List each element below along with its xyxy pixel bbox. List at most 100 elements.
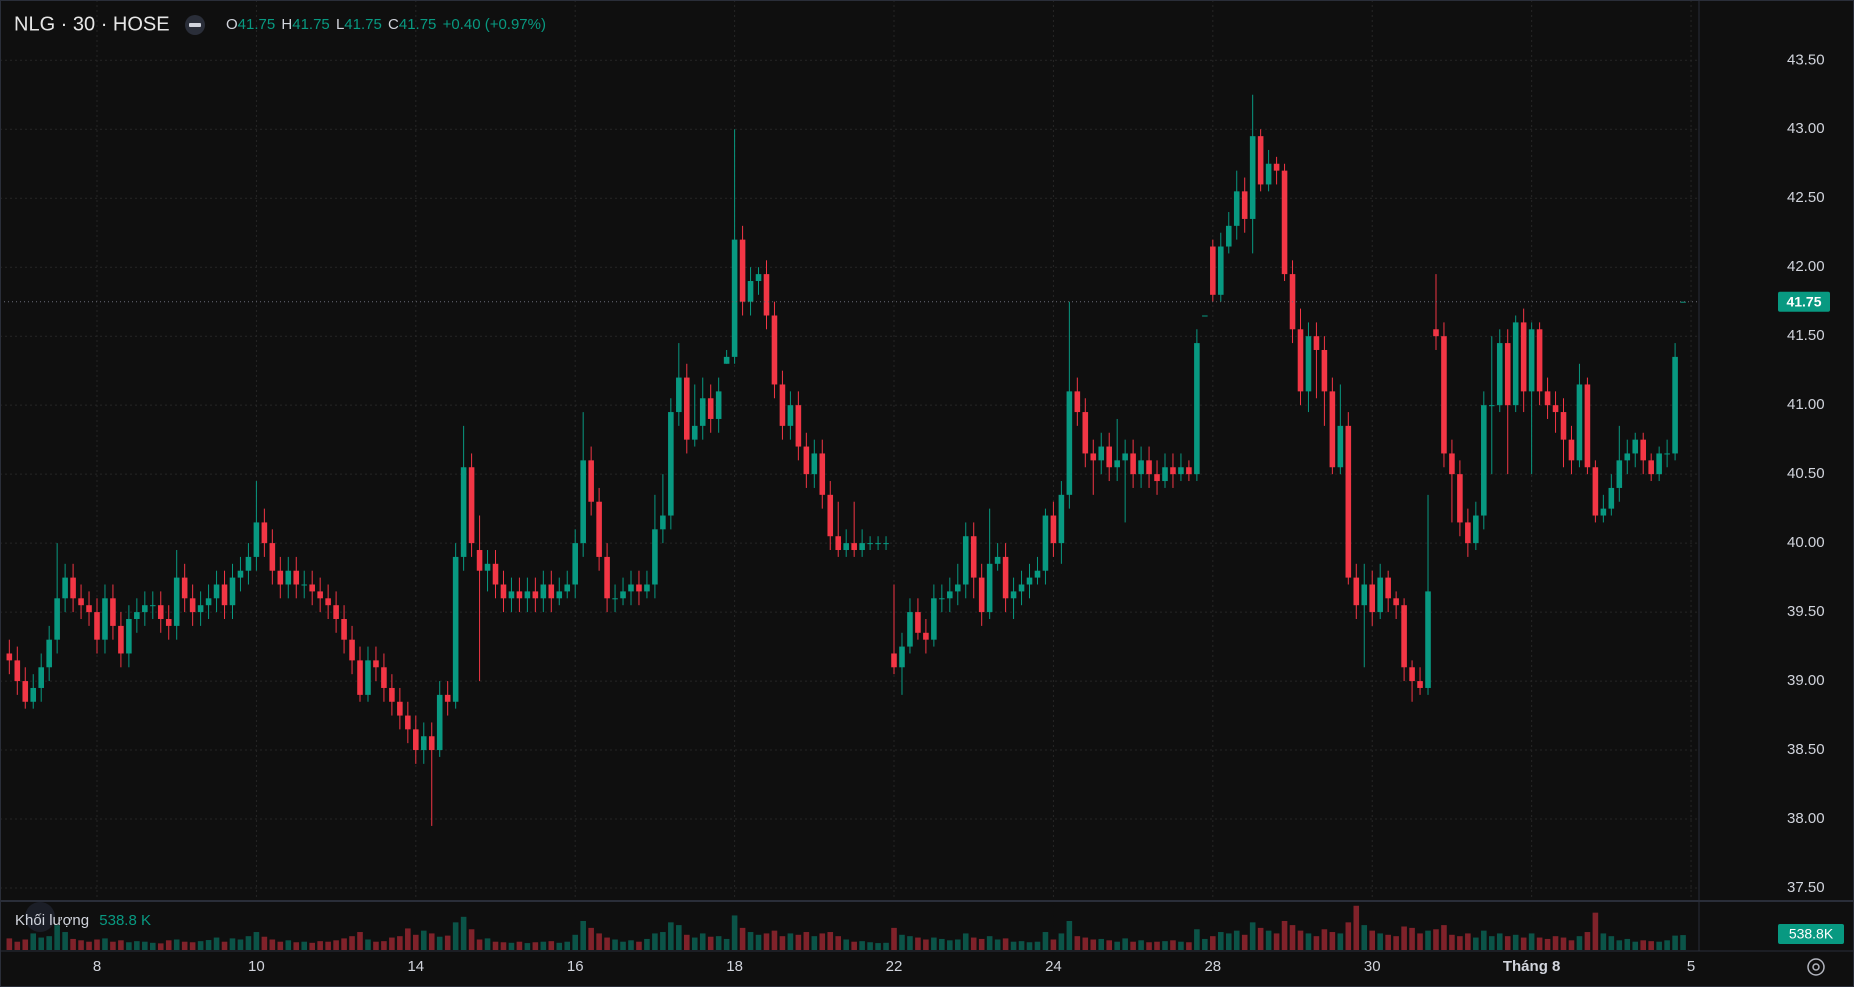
candle-body <box>1441 336 1447 454</box>
volume-bar <box>1536 937 1543 950</box>
volume-bar <box>325 941 331 950</box>
candle-body <box>1568 439 1575 461</box>
candle-body <box>962 536 969 585</box>
volume-bar <box>484 938 491 950</box>
volume-bar <box>1600 933 1607 950</box>
volume-bar <box>1449 934 1455 950</box>
candle-body <box>867 543 873 545</box>
y-tick-label: 43.50 <box>1787 51 1825 68</box>
candle-body <box>795 405 802 447</box>
volume-bar <box>986 936 993 950</box>
candle-body <box>460 467 467 557</box>
y-tick-label: 40.50 <box>1787 465 1825 482</box>
candle-body <box>572 543 578 585</box>
candle-body <box>245 556 252 571</box>
volume-bar <box>468 929 475 950</box>
x-tick-label: 28 <box>1204 958 1221 975</box>
candle-body <box>1146 460 1152 475</box>
candle-body <box>516 591 523 599</box>
candle-body <box>1473 515 1479 544</box>
y-tick-label: 37.50 <box>1787 879 1825 896</box>
candle-body <box>1329 391 1336 468</box>
volume-bar <box>1465 933 1471 950</box>
candle-body <box>1218 246 1224 295</box>
candle-body <box>1178 467 1184 475</box>
volume-bar <box>604 937 610 950</box>
logo <box>25 902 55 932</box>
candle-body <box>779 384 786 426</box>
volume-bar <box>1425 930 1431 950</box>
volume-bar <box>165 940 172 950</box>
volume-bar <box>1114 941 1120 950</box>
volume-bar <box>1544 938 1551 950</box>
candle-body <box>668 412 674 516</box>
volume-bar <box>381 941 387 950</box>
candle-body <box>301 584 308 586</box>
x-tick-label: 24 <box>1045 958 1062 975</box>
candle-body <box>1130 453 1136 475</box>
volume-bar <box>1265 930 1272 950</box>
volume-bar <box>94 939 100 950</box>
candle-body <box>875 543 881 545</box>
candle-body <box>173 577 180 626</box>
settings-icon <box>1812 963 1820 971</box>
volume-bar <box>70 938 76 950</box>
symbol-title[interactable]: NLG · 30 · HOSE <box>14 13 170 35</box>
volume-bar <box>1210 936 1216 950</box>
candle-body <box>1385 577 1391 599</box>
volume-bar <box>1584 932 1591 950</box>
volume-bar <box>612 939 618 950</box>
candle-body <box>413 729 419 751</box>
volume-bar <box>1194 929 1200 950</box>
candle-body <box>333 605 339 619</box>
volume-bar <box>923 939 929 950</box>
candle-body <box>1624 453 1631 461</box>
volume-bar <box>1162 941 1168 950</box>
volume-bar <box>588 927 594 950</box>
volume-bar <box>1225 933 1232 950</box>
legend-letter: H <box>281 16 292 33</box>
candle-body <box>811 453 818 475</box>
candle-body <box>1249 136 1256 219</box>
settings-button[interactable] <box>1807 958 1825 976</box>
candle-body <box>1018 584 1025 592</box>
price-label-box <box>1778 291 1830 312</box>
volume-bar <box>652 933 658 950</box>
volume-bar <box>1520 937 1527 950</box>
volume-bar <box>1122 938 1128 950</box>
candle-body <box>1377 577 1383 613</box>
candle-body <box>907 612 913 647</box>
volume-bar <box>22 939 29 950</box>
candle-body <box>436 694 443 751</box>
volume-bar <box>1034 941 1041 950</box>
candle-body <box>46 639 52 668</box>
volume-bar <box>540 941 547 950</box>
volume-bar <box>1640 940 1646 950</box>
candle-body <box>373 660 379 668</box>
volume-bar <box>1353 905 1360 950</box>
volume-title: Khối lượng <box>15 912 89 929</box>
candle-body <box>763 274 770 316</box>
volume-bar <box>365 939 371 950</box>
candle-body <box>899 646 905 668</box>
volume-bar <box>1130 941 1136 950</box>
candle-body <box>1401 605 1407 668</box>
candle-body <box>1584 384 1591 468</box>
volume-bar <box>819 933 826 950</box>
volume-bar <box>532 942 539 950</box>
candle-body <box>1536 329 1543 392</box>
volume-bar <box>978 938 985 950</box>
candle-body <box>357 660 363 695</box>
volume-bar <box>476 939 483 950</box>
volume-bar <box>1457 936 1463 950</box>
candle-body <box>707 398 714 419</box>
y-tick-label: 42.00 <box>1787 258 1825 275</box>
candle-body <box>1544 391 1551 406</box>
volume-bar <box>1154 941 1160 950</box>
candle-body <box>731 239 738 357</box>
legend-letter: O <box>226 16 238 33</box>
volume-bar <box>1010 941 1017 950</box>
volume-bar <box>221 941 228 950</box>
candle-body <box>923 632 929 640</box>
y-tick-label: 38.50 <box>1787 741 1825 758</box>
